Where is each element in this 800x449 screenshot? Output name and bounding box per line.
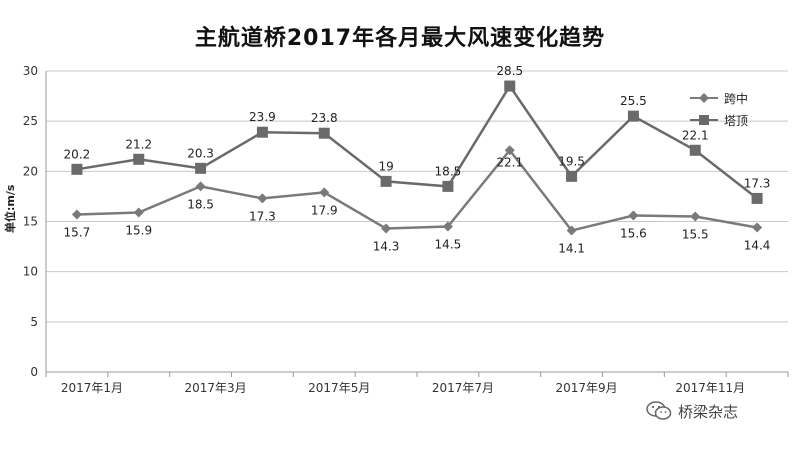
data-label-series-1: 18.5	[187, 197, 214, 211]
legend-label-series-2: 塔顶	[724, 113, 749, 128]
y-tick-label: 25	[23, 114, 38, 128]
data-point-series-2	[71, 163, 83, 175]
legend-item-series-1: 跨中	[690, 87, 748, 109]
data-point-series-1	[133, 207, 144, 218]
data-label-series-2: 20.2	[64, 147, 91, 161]
data-label-series-1: 14.1	[558, 242, 585, 256]
data-point-series-1	[257, 193, 268, 204]
legend-label-series-1: 跨中	[724, 91, 749, 106]
data-point-series-2	[566, 170, 578, 182]
y-tick-label: 0	[30, 365, 38, 379]
x-tick-label: 2017年5月	[308, 381, 370, 395]
data-point-series-2	[256, 126, 268, 138]
data-label-series-1: 15.6	[620, 226, 647, 240]
data-point-series-1	[752, 222, 763, 233]
x-tick-label: 2017年9月	[555, 381, 617, 395]
data-label-series-2: 21.2	[125, 137, 152, 151]
y-tick-label: 10	[23, 265, 38, 279]
data-label-series-2: 23.8	[311, 111, 338, 125]
data-point-series-2	[751, 192, 763, 204]
data-label-series-1: 15.9	[125, 223, 152, 237]
square-marker-icon	[690, 115, 718, 125]
data-point-series-1	[319, 187, 330, 198]
data-point-series-2	[627, 110, 639, 122]
data-label-series-2: 19	[378, 159, 393, 173]
y-tick-label: 30	[23, 64, 38, 78]
y-tick-label: 15	[23, 215, 38, 229]
data-label-series-2: 18.5	[435, 164, 462, 178]
data-point-series-2	[380, 175, 392, 187]
watermark-text: 桥梁杂志	[678, 402, 739, 421]
y-tick-label: 5	[30, 315, 38, 329]
y-tick-label: 20	[23, 164, 38, 178]
data-point-series-2	[504, 80, 516, 92]
data-label-series-2: 23.9	[249, 110, 276, 124]
data-point-series-1	[71, 209, 82, 220]
data-label-series-1: 15.7	[64, 225, 91, 239]
data-point-series-1	[566, 225, 577, 236]
legend-item-series-2: 塔顶	[690, 109, 748, 131]
watermark: 桥梁杂志	[646, 400, 738, 422]
series-line-2	[76, 83, 758, 200]
data-label-series-2: 22.1	[682, 128, 709, 142]
data-label-series-1: 17.9	[311, 203, 338, 217]
data-label-series-2: 25.5	[620, 94, 647, 108]
data-label-series-1: 14.5	[435, 238, 462, 252]
data-point-series-1	[381, 223, 392, 234]
data-label-series-2: 17.3	[744, 176, 771, 190]
wechat-icon	[646, 401, 672, 420]
data-point-series-1	[690, 211, 701, 222]
x-tick-label: 2017年3月	[184, 381, 246, 395]
legend: 跨中 塔顶	[690, 87, 748, 131]
data-label-series-2: 28.5	[496, 64, 523, 78]
series-line-1	[76, 148, 758, 232]
diamond-marker-icon	[690, 93, 718, 103]
data-label-series-1: 15.5	[682, 227, 709, 241]
data-point-series-1	[442, 221, 453, 232]
data-label-series-1: 14.4	[744, 239, 771, 253]
data-label-series-2: 19.5	[558, 154, 585, 168]
x-tick-label: 2017年11月	[675, 381, 745, 395]
data-label-series-1: 22.1	[496, 155, 523, 169]
data-point-series-2	[133, 153, 145, 165]
data-point-series-1	[504, 145, 515, 156]
data-point-series-2	[442, 180, 454, 192]
x-tick-label: 2017年7月	[432, 381, 494, 395]
data-point-series-1	[628, 210, 639, 221]
data-point-series-2	[318, 127, 330, 139]
chart-title: 主航道桥2017年各月最大风速变化趋势	[194, 26, 606, 51]
data-point-series-2	[195, 162, 207, 174]
data-label-series-1: 17.3	[249, 209, 276, 223]
data-label-series-2: 20.3	[187, 146, 214, 160]
data-label-series-1: 14.3	[373, 240, 400, 254]
x-tick-label: 2017年1月	[61, 381, 123, 395]
data-point-series-1	[195, 181, 206, 192]
data-point-series-2	[689, 144, 701, 156]
